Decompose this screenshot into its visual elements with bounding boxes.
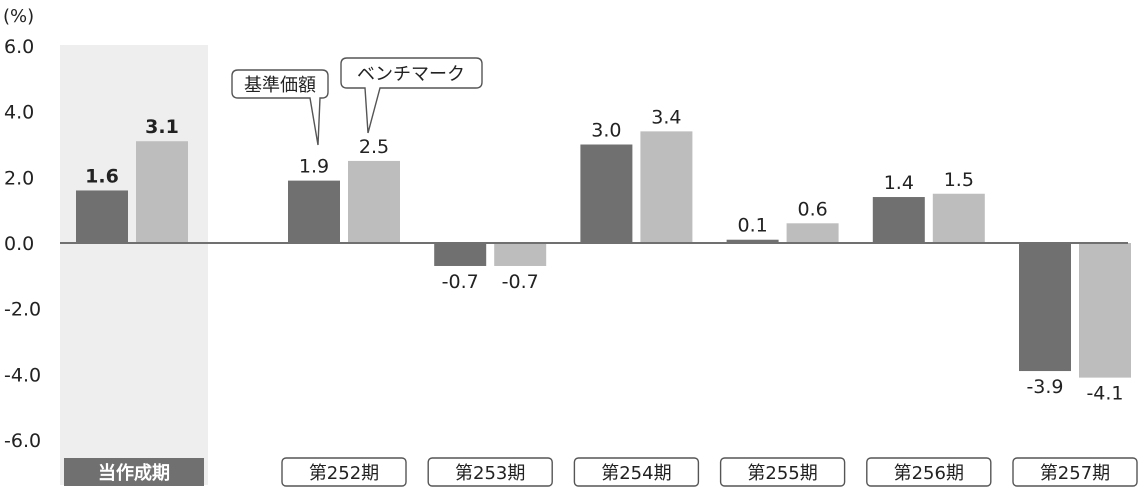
bars	[76, 131, 1131, 378]
legend-callouts: 基準価額 ベンチマーク	[231, 57, 483, 146]
category-label-box	[1012, 457, 1138, 487]
callout-nav	[231, 69, 329, 146]
bar-nav	[872, 197, 925, 243]
current-period-label-box	[64, 458, 204, 486]
bar-benchmark	[932, 193, 985, 243]
y-tick-label: -4.0	[4, 364, 41, 386]
data-label: 3.1	[145, 116, 179, 138]
y-tick-label: 2.0	[4, 167, 34, 189]
data-label: -0.7	[442, 271, 479, 293]
bar-benchmark	[640, 131, 693, 243]
category-label-box	[719, 457, 846, 487]
data-label: -4.1	[1086, 383, 1123, 405]
category-label-box	[427, 457, 553, 487]
category-label: 第257期	[1040, 463, 1110, 484]
value-labels: 1.6 3.1 1.9 2.5 -0.7 -0.7 3.0 3.4 0.1 0.6 1.4 1.5 -3…	[85, 106, 1123, 404]
current-period-background	[60, 45, 208, 485]
y-tick-label: 0.0	[4, 233, 34, 255]
legend-label-nav: 基準価額	[244, 75, 316, 96]
data-label: 1.6	[85, 165, 119, 187]
y-unit-label: (%)	[3, 6, 34, 27]
current-bar-nav	[76, 190, 128, 243]
bar-nav	[434, 243, 487, 266]
legend-label-benchmark: ベンチマーク	[357, 64, 465, 85]
data-label: 1.9	[299, 156, 329, 178]
bar-benchmark	[1079, 243, 1131, 378]
callout-benchmark	[340, 57, 483, 134]
bar-benchmark	[786, 223, 839, 243]
data-label: 2.5	[359, 136, 389, 158]
y-tick-label: 6.0	[4, 36, 34, 58]
y-tick-label: 4.0	[4, 102, 34, 124]
y-tick-label: -6.0	[4, 430, 41, 452]
category-label: 第255期	[747, 463, 817, 484]
category-label: 第253期	[455, 463, 525, 484]
data-label: 3.0	[591, 120, 621, 142]
y-tick-label: -2.0	[4, 299, 41, 321]
bar-nav	[580, 144, 633, 243]
y-axis: 6.0 4.0 2.0 0.0 -2.0 -4.0 -6.0	[4, 36, 41, 452]
data-label: 3.4	[651, 106, 681, 128]
bar-nav	[1019, 243, 1071, 372]
data-label: 1.5	[944, 169, 974, 191]
category-label-box	[573, 457, 700, 487]
category-labels: 第252期 第253期 第254期 第255期 第256期 第257期 当作成期	[64, 457, 1138, 487]
bar-nav	[288, 180, 340, 243]
data-label: 0.6	[797, 198, 827, 220]
current-period-label: 当作成期	[98, 462, 170, 484]
current-bar-benchmark	[136, 141, 188, 243]
data-label: -0.7	[502, 271, 539, 293]
bar-benchmark	[494, 243, 547, 266]
category-label-box	[866, 457, 992, 487]
category-label: 第256期	[894, 463, 964, 484]
data-label: 0.1	[737, 215, 767, 237]
category-label: 第252期	[309, 463, 379, 484]
category-label-box	[281, 457, 407, 487]
data-label: 1.4	[884, 172, 914, 194]
category-label: 第254期	[601, 463, 671, 484]
data-label: -3.9	[1026, 376, 1063, 398]
bar-benchmark	[348, 160, 400, 243]
bar-nav	[726, 239, 779, 243]
